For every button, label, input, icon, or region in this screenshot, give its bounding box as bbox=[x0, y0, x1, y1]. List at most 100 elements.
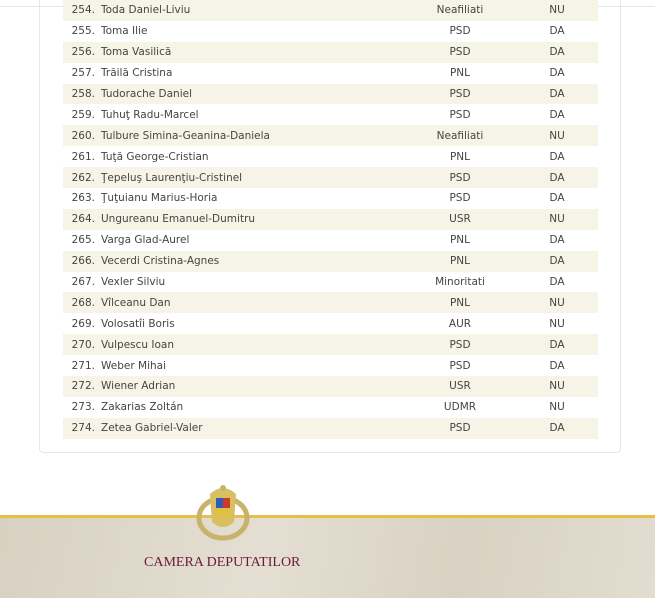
row-number: 264. bbox=[71, 213, 95, 226]
table-row: 268. Vîlceanu Dan PNL NU bbox=[63, 292, 598, 314]
row-number: 262. bbox=[71, 171, 95, 184]
member-status: DA bbox=[549, 234, 565, 247]
row-number: 272. bbox=[71, 380, 95, 393]
member-name[interactable]: Trăilă Cristina bbox=[101, 67, 173, 80]
member-name[interactable]: Tuţă George-Cristian bbox=[101, 150, 209, 163]
member-status: DA bbox=[549, 171, 565, 184]
member-name[interactable]: Ţepeluş Laurenţiu-Cristinel bbox=[101, 171, 243, 184]
member-name[interactable]: Zakarias Zoltán bbox=[101, 401, 184, 414]
row-number: 258. bbox=[71, 88, 95, 100]
members-table: 254. Toda Daniel-Liviu Neafiliati NU 255. Tom… bbox=[63, 0, 598, 439]
party-name: PSD bbox=[449, 338, 471, 351]
party-name: PSD bbox=[449, 25, 471, 38]
table-row: 271. Weber Mihai PSD DA bbox=[63, 355, 598, 376]
table-row: 256. Toma Vasilică PSD DA bbox=[63, 41, 598, 63]
row-number: 269. bbox=[71, 317, 95, 330]
table-row: 264. Ungureanu Emanuel-Dumitru USR NU bbox=[63, 208, 598, 230]
row-number: 256. bbox=[71, 46, 95, 59]
member-status: DA bbox=[549, 108, 565, 121]
member-status: NU bbox=[549, 129, 565, 142]
row-number: 261. bbox=[71, 150, 95, 163]
row-number: 257. bbox=[71, 67, 95, 80]
member-status: DA bbox=[549, 46, 565, 59]
member-name[interactable]: Tuhuţ Radu-Marcel bbox=[101, 108, 199, 121]
member-status: DA bbox=[549, 276, 565, 289]
row-number: 265. bbox=[71, 234, 95, 247]
table-row: 272. Wiener Adrian USR NU bbox=[63, 376, 598, 397]
row-number: 263. bbox=[71, 192, 95, 205]
table-row: 265. Varga Glad-Aurel PNL DA bbox=[63, 230, 598, 251]
member-name[interactable]: Wiener Adrian bbox=[101, 380, 176, 393]
table-row: 262. Ţepeluş Laurenţiu-Cristinel PSD DA bbox=[63, 167, 598, 189]
table-row: 255. Toma Ilie PSD DA bbox=[63, 21, 598, 42]
table-row: 273. Zakarias Zoltán UDMR NU bbox=[63, 397, 598, 418]
party-name: UDMR bbox=[443, 401, 477, 414]
party-name: Minoritati bbox=[435, 276, 485, 289]
member-status: NU bbox=[549, 380, 565, 393]
member-name[interactable]: Vîlceanu Dan bbox=[101, 296, 171, 309]
table-row: 258. Tudorache Daniel PSD DA bbox=[63, 83, 598, 105]
member-name[interactable]: Zetea Gabriel-Valer bbox=[101, 422, 203, 435]
party-name: PSD bbox=[449, 46, 471, 59]
table-row: 267. Vexler Silviu Minoritati DA bbox=[63, 272, 598, 293]
party-name: PNL bbox=[449, 255, 471, 268]
member-name[interactable]: Volosatîi Boris bbox=[101, 317, 175, 330]
member-status: DA bbox=[549, 255, 565, 268]
row-number: 273. bbox=[71, 401, 95, 414]
results-card bbox=[39, 0, 621, 453]
row-number: 255. bbox=[71, 25, 95, 38]
party-name: USR bbox=[449, 213, 471, 226]
party-name: PNL bbox=[449, 296, 471, 309]
member-status: NU bbox=[549, 4, 565, 17]
member-status: DA bbox=[549, 150, 565, 163]
row-number: 274. bbox=[71, 422, 95, 435]
coat-of-arms-icon bbox=[196, 485, 250, 541]
row-number: 267. bbox=[71, 276, 95, 289]
member-name[interactable]: Vulpescu Ioan bbox=[101, 338, 175, 351]
party-name: PSD bbox=[449, 171, 471, 184]
table-row: 260. Tulbure Simina-Geanina-Daniela Neafil… bbox=[63, 125, 598, 147]
table-row: 261. Tuţă George-Cristian PNL DA bbox=[63, 146, 598, 167]
party-name: Neafiliati bbox=[436, 4, 484, 17]
member-name[interactable]: Ungureanu Emanuel-Dumitru bbox=[101, 213, 256, 226]
party-name: PNL bbox=[449, 67, 471, 80]
member-status: DA bbox=[549, 359, 565, 372]
party-name: Neafiliati bbox=[436, 129, 484, 142]
table-row: 269. Volosatîi Boris AUR NU bbox=[63, 313, 598, 334]
table-row: 263. Ţuţuianu Marius-Horia PSD DA bbox=[63, 188, 598, 209]
party-name: PSD bbox=[449, 108, 471, 121]
member-name[interactable]: Tudorache Daniel bbox=[101, 88, 193, 100]
member-name[interactable]: Weber Mihai bbox=[101, 359, 166, 372]
row-number: 260. bbox=[71, 129, 95, 142]
row-number: 266. bbox=[71, 255, 95, 268]
party-name: PSD bbox=[449, 88, 471, 100]
member-status: NU bbox=[549, 401, 565, 414]
member-name[interactable]: Toma Vasilică bbox=[101, 46, 172, 59]
footer bbox=[0, 515, 655, 598]
row-number: 271. bbox=[71, 359, 95, 372]
member-status: DA bbox=[549, 422, 565, 435]
member-name[interactable]: Vexler Silviu bbox=[101, 276, 166, 289]
party-name: PSD bbox=[449, 422, 471, 435]
party-name: PSD bbox=[449, 359, 471, 372]
party-name: PNL bbox=[449, 234, 471, 247]
row-number: 268. bbox=[71, 296, 95, 309]
table-row: 266. Vecerdi Cristina-Agnes PNL DA bbox=[63, 250, 598, 272]
member-name[interactable]: Tulbure Simina-Geanina-Daniela bbox=[101, 129, 270, 142]
party-name: USR bbox=[449, 380, 471, 393]
member-name[interactable]: Vecerdi Cristina-Agnes bbox=[101, 255, 220, 268]
footer-title[interactable]: CAMERA DEPUTATILOR bbox=[144, 555, 301, 570]
member-name[interactable]: Toda Daniel-Liviu bbox=[101, 4, 191, 17]
member-status: DA bbox=[549, 338, 565, 351]
member-name[interactable]: Toma Ilie bbox=[101, 25, 148, 38]
member-status: DA bbox=[549, 25, 565, 38]
table-row: 254. Toda Daniel-Liviu Neafiliati NU bbox=[63, 0, 598, 21]
member-status: DA bbox=[549, 88, 565, 100]
row-number: 270. bbox=[71, 338, 95, 351]
table-row: 259. Tuhuţ Radu-Marcel PSD DA bbox=[63, 104, 598, 125]
table-row: 274. Zetea Gabriel-Valer PSD DA bbox=[63, 417, 598, 439]
row-number: 254. bbox=[71, 4, 95, 17]
member-name[interactable]: Ţuţuianu Marius-Horia bbox=[101, 192, 218, 205]
member-status: NU bbox=[549, 213, 565, 226]
member-name[interactable]: Varga Glad-Aurel bbox=[101, 234, 190, 247]
